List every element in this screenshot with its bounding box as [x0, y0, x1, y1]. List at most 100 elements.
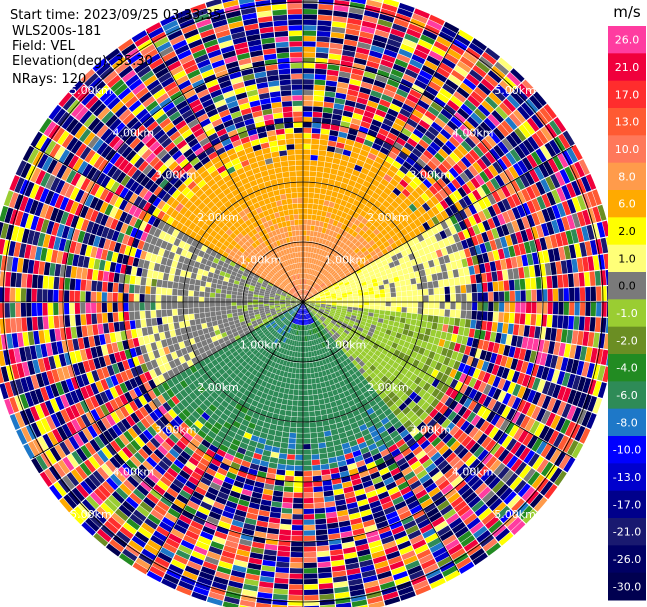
- velocity-bin: [301, 336, 303, 342]
- velocity-bin: [384, 314, 390, 320]
- velocity-bin: [323, 278, 329, 283]
- velocity-bin: [409, 324, 416, 332]
- velocity-bin: [428, 14, 445, 26]
- velocity-bin: [435, 249, 443, 258]
- velocity-bin: [224, 396, 233, 404]
- velocity-bin: [452, 38, 468, 51]
- velocity-bin: [450, 302, 456, 310]
- velocity-bin: [325, 293, 331, 296]
- velocity-bin: [499, 419, 510, 432]
- velocity-bin: [399, 415, 409, 425]
- velocity-bin: [455, 293, 461, 302]
- velocity-bin: [472, 201, 482, 213]
- velocity-bin: [207, 417, 217, 426]
- velocity-bin: [336, 421, 344, 429]
- velocity-bin: [306, 263, 309, 269]
- velocity-bin: [562, 315, 569, 329]
- velocity-bin: [288, 309, 294, 314]
- velocity-bin: [490, 413, 501, 426]
- velocity-bin: [96, 506, 111, 520]
- velocity-bin: [374, 395, 383, 404]
- velocity-bin: [362, 371, 369, 379]
- velocity-bin: [333, 264, 339, 271]
- velocity-bin: [119, 394, 129, 406]
- velocity-bin: [321, 336, 326, 342]
- velocity-bin: [330, 355, 337, 361]
- velocity-bin: [311, 258, 315, 264]
- velocity-bin: [392, 23, 407, 33]
- velocity-bin: [306, 307, 311, 313]
- velocity-bin: [441, 57, 456, 69]
- velocity-bin: [582, 257, 589, 272]
- velocity-bin: [254, 383, 261, 390]
- velocity-bin: [306, 335, 310, 341]
- velocity-bin: [216, 448, 227, 458]
- velocity-bin: [402, 406, 411, 416]
- velocity-bin: [444, 286, 450, 295]
- velocity-bin: [213, 421, 223, 430]
- velocity-bin: [388, 382, 397, 391]
- velocity-bin: [303, 309, 305, 315]
- velocity-bin: [402, 73, 416, 84]
- velocity-bin: [386, 340, 394, 347]
- velocity-bin: [284, 481, 294, 487]
- velocity-bin: [362, 329, 369, 335]
- velocity-bin: [80, 413, 91, 427]
- velocity-bin: [258, 347, 265, 354]
- velocity-bin: [324, 435, 333, 442]
- velocity-bin: [399, 429, 410, 439]
- velocity-bin: [455, 241, 464, 251]
- velocity-bin: [314, 405, 321, 411]
- velocity-bin: [448, 278, 455, 287]
- velocity-bin: [336, 209, 343, 217]
- velocity-bin: [522, 387, 532, 401]
- velocity-bin: [237, 470, 248, 478]
- velocity-bin: [411, 190, 420, 200]
- velocity-bin: [318, 150, 327, 157]
- velocity-bin: [176, 585, 193, 596]
- velocity-bin: [287, 399, 293, 406]
- velocity-bin: [324, 217, 330, 224]
- velocity-bin: [271, 379, 278, 386]
- velocity-bin: [364, 354, 372, 361]
- velocity-bin: [510, 335, 518, 347]
- velocity-bin: [202, 496, 215, 506]
- velocity-bin: [399, 591, 416, 601]
- velocity-bin: [492, 215, 501, 228]
- velocity-bin: [64, 352, 72, 366]
- velocity-bin: [520, 290, 526, 302]
- velocity-bin: [334, 591, 350, 599]
- velocity-bin: [307, 292, 312, 297]
- velocity-bin: [526, 253, 534, 266]
- velocity-bin: [378, 128, 389, 137]
- velocity-bin: [367, 209, 375, 217]
- velocity-bin: [277, 312, 283, 317]
- velocity-bin: [522, 139, 535, 154]
- velocity-bin: [275, 332, 280, 339]
- velocity-bin: [477, 370, 486, 381]
- velocity-bin: [227, 354, 235, 361]
- velocity-bin: [457, 144, 468, 156]
- velocity-bin: [372, 403, 380, 412]
- velocity-bin: [240, 367, 248, 375]
- velocity-bin: [304, 296, 308, 301]
- velocity-bin: [101, 417, 112, 430]
- velocity-bin: [406, 307, 413, 314]
- velocity-bin: [421, 364, 430, 373]
- velocity-bin: [437, 556, 453, 568]
- velocity-bin: [369, 250, 377, 257]
- velocity-bin: [280, 348, 285, 354]
- velocity-bin: [499, 102, 512, 116]
- velocity-bin: [318, 199, 325, 206]
- velocity-bin: [389, 430, 400, 439]
- velocity-bin: [424, 328, 432, 336]
- velocity-bin: [387, 391, 396, 400]
- velocity-bin: [484, 423, 495, 436]
- velocity-bin: [114, 396, 124, 408]
- velocity-bin: [315, 377, 321, 384]
- velocity-bin: [334, 266, 341, 272]
- velocity-bin: [201, 339, 208, 347]
- velocity-bin: [491, 321, 498, 332]
- velocity-bin: [50, 398, 60, 413]
- velocity-bin: [370, 324, 377, 330]
